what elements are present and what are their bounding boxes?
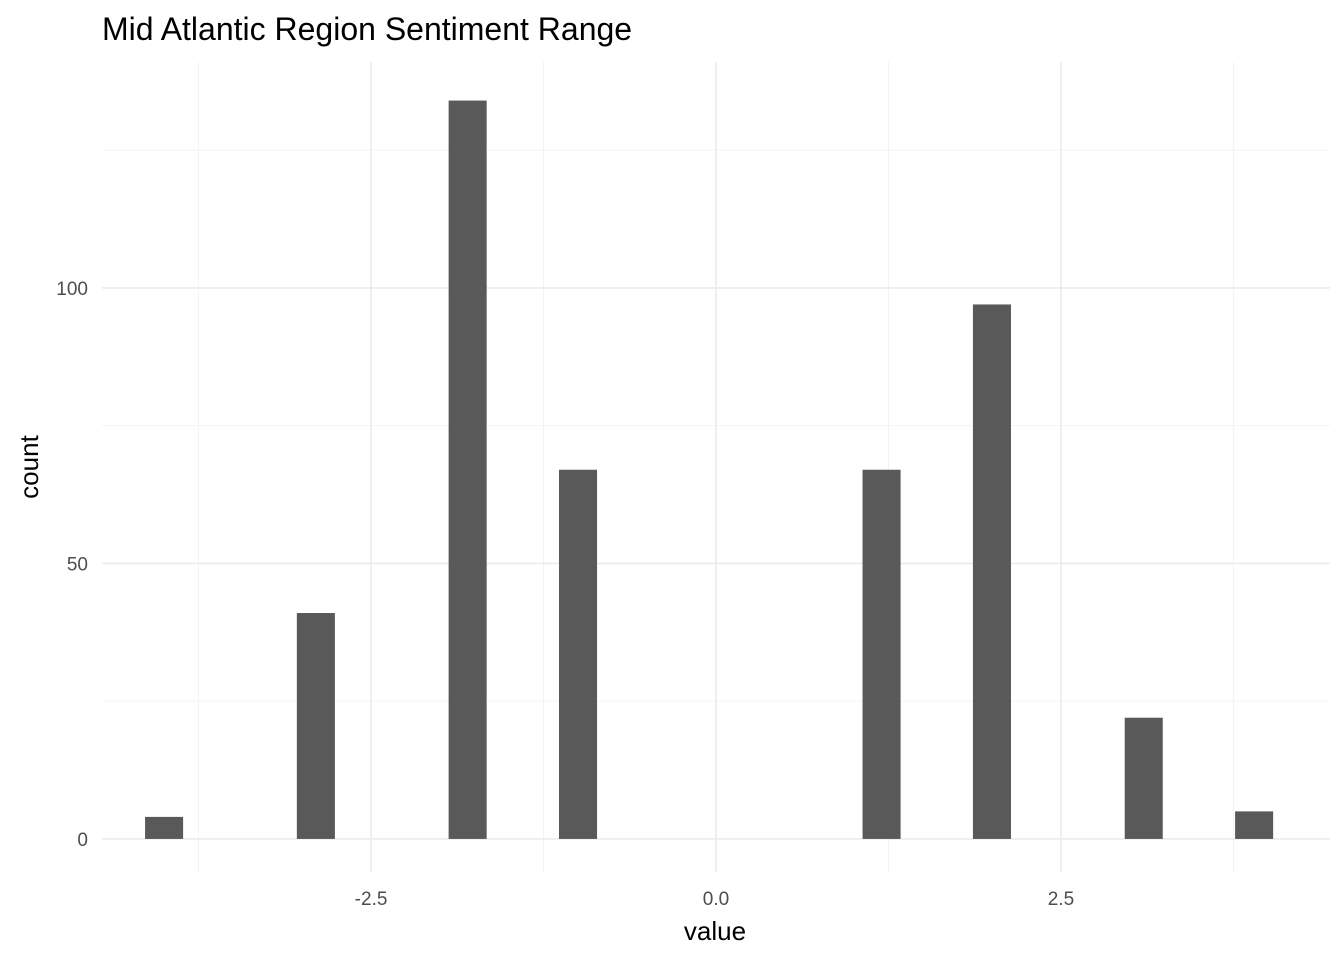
- chart-title: Mid Atlantic Region Sentiment Range: [102, 11, 632, 47]
- histogram-bar: [145, 816, 184, 839]
- x-tick-label: 2.5: [1048, 889, 1074, 910]
- histogram-bar: [972, 304, 1011, 839]
- x-tick-label: 0.0: [703, 889, 729, 910]
- histogram-bar: [1235, 811, 1274, 839]
- x-axis-tick-labels: -2.5 0.0 2.5: [355, 889, 1074, 910]
- major-gridlines: [102, 62, 1330, 872]
- histogram-bar: [1124, 717, 1163, 839]
- histogram-bars: [145, 100, 1274, 839]
- histogram-bar: [558, 469, 598, 839]
- y-tick-label: 50: [67, 554, 88, 575]
- y-axis-title: count: [14, 434, 44, 498]
- y-tick-label: 100: [56, 279, 88, 300]
- histogram-bar: [296, 613, 335, 839]
- y-tick-label: 0: [77, 830, 88, 851]
- histogram-bar: [448, 100, 487, 839]
- y-axis-tick-labels: 0 50 100: [56, 279, 88, 851]
- histogram-bar: [862, 469, 901, 839]
- x-axis-title: value: [684, 916, 746, 946]
- x-tick-label: -2.5: [355, 889, 388, 910]
